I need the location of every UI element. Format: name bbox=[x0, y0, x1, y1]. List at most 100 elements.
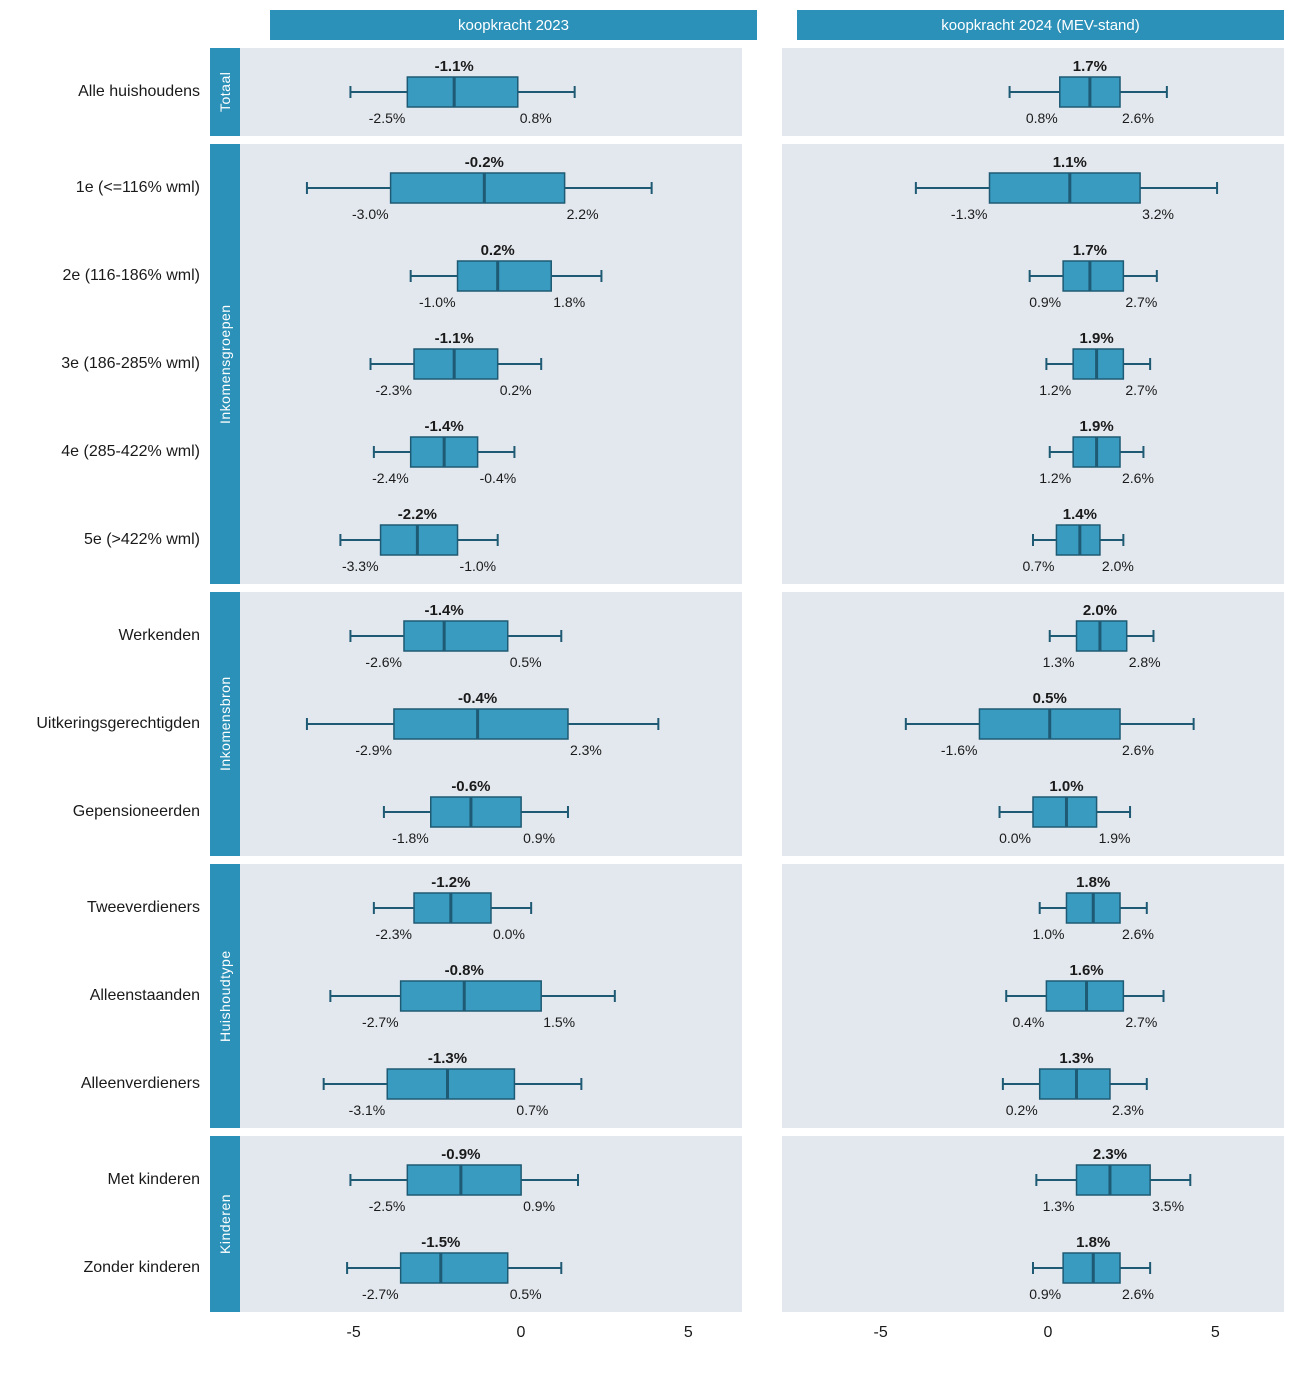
row-label: 3e (186-285% wml) bbox=[10, 320, 210, 408]
svg-text:2.7%: 2.7% bbox=[1125, 382, 1157, 398]
svg-text:1.9%: 1.9% bbox=[1079, 330, 1113, 347]
svg-text:1.0%: 1.0% bbox=[1033, 926, 1065, 942]
boxplot-row: 1.4%0.7%2.0% bbox=[782, 496, 1284, 584]
boxplot-row: -0.8% -2.7% 1.5% bbox=[240, 952, 742, 1040]
boxplot-row: -1.4% -2.4% -0.4% bbox=[240, 408, 742, 496]
svg-text:0.0%: 0.0% bbox=[999, 830, 1031, 846]
svg-text:1.6%: 1.6% bbox=[1069, 962, 1103, 979]
svg-text:0.7%: 0.7% bbox=[516, 1102, 548, 1118]
svg-text:2.0%: 2.0% bbox=[1102, 558, 1134, 574]
svg-text:2.6%: 2.6% bbox=[1122, 110, 1154, 126]
row-label: Zonder kinderen bbox=[10, 1224, 210, 1312]
x-axis: -505 -505 bbox=[10, 1320, 1284, 1350]
axis-tick: -5 bbox=[874, 1324, 888, 1342]
boxplot-row: 1.9% 1.2% 2.6% bbox=[782, 408, 1284, 496]
row-label: Gepensioneerden bbox=[10, 768, 210, 856]
row-label: 5e (>422% wml) bbox=[10, 496, 210, 584]
boxplot-row: 1.7%0.9%2.7% bbox=[782, 232, 1284, 320]
svg-text:-2.6%: -2.6% bbox=[365, 654, 402, 670]
group-3: TweeverdienersAlleenstaandenAlleenverdie… bbox=[10, 864, 1284, 1128]
svg-text:-0.4%: -0.4% bbox=[480, 470, 517, 486]
svg-text:0.9%: 0.9% bbox=[523, 1198, 555, 1214]
svg-text:-2.2%: -2.2% bbox=[398, 506, 437, 523]
row-label: Tweeverdieners bbox=[10, 864, 210, 952]
boxplot-row: 2.0%1.3%2.8% bbox=[782, 592, 1284, 680]
boxplot-row: 1.8% 0.9% 2.6% bbox=[782, 1224, 1284, 1312]
svg-text:0.5%: 0.5% bbox=[510, 654, 542, 670]
svg-text:-2.7%: -2.7% bbox=[362, 1014, 399, 1030]
svg-text:0.8%: 0.8% bbox=[520, 110, 552, 126]
svg-text:0.8%: 0.8% bbox=[1026, 110, 1058, 126]
svg-text:-2.9%: -2.9% bbox=[355, 742, 392, 758]
svg-text:0.2%: 0.2% bbox=[481, 242, 515, 259]
svg-text:1.8%: 1.8% bbox=[1076, 874, 1110, 891]
svg-text:-2.3%: -2.3% bbox=[375, 382, 412, 398]
svg-text:2.3%: 2.3% bbox=[570, 742, 602, 758]
boxplot-row: 0.2%-1.0%1.8% bbox=[240, 232, 742, 320]
panel-col-0: -0.2%-3.0%2.2%0.2%-1.0%1.8%-1.1%-2.3%0.2… bbox=[240, 144, 742, 584]
svg-text:0.9%: 0.9% bbox=[1029, 1286, 1061, 1302]
svg-text:1.2%: 1.2% bbox=[1039, 470, 1071, 486]
svg-text:3.2%: 3.2% bbox=[1142, 206, 1174, 222]
svg-text:-1.3%: -1.3% bbox=[951, 206, 988, 222]
axis-tick: 5 bbox=[684, 1324, 693, 1342]
boxplot-row: -0.4% -2.9% 2.3% bbox=[240, 680, 742, 768]
svg-text:2.8%: 2.8% bbox=[1129, 654, 1161, 670]
svg-text:-1.4%: -1.4% bbox=[425, 418, 464, 435]
svg-text:-2.5%: -2.5% bbox=[369, 1198, 406, 1214]
group-tab: Totaal bbox=[210, 48, 240, 136]
boxplot-row: -1.5%-2.7%0.5% bbox=[240, 1224, 742, 1312]
svg-text:1.5%: 1.5% bbox=[543, 1014, 575, 1030]
svg-text:0.9%: 0.9% bbox=[523, 830, 555, 846]
svg-text:0.9%: 0.9% bbox=[1029, 294, 1061, 310]
boxplot-row: -1.4%-2.6%0.5% bbox=[240, 592, 742, 680]
group-tab: Inkomensgroepen bbox=[210, 144, 240, 584]
svg-text:2.6%: 2.6% bbox=[1122, 926, 1154, 942]
svg-text:1.9%: 1.9% bbox=[1079, 418, 1113, 435]
svg-text:2.0%: 2.0% bbox=[1083, 602, 1117, 619]
svg-text:2.3%: 2.3% bbox=[1093, 1146, 1127, 1163]
row-label: 2e (116-186% wml) bbox=[10, 232, 210, 320]
group-tab: Huishoudtype bbox=[210, 864, 240, 1128]
svg-text:0.4%: 0.4% bbox=[1012, 1014, 1044, 1030]
svg-text:-3.0%: -3.0% bbox=[352, 206, 389, 222]
svg-text:1.3%: 1.3% bbox=[1059, 1050, 1093, 1067]
svg-text:-3.1%: -3.1% bbox=[349, 1102, 386, 1118]
panel-col-0: -1.4%-2.6%0.5%-0.4%-2.9%2.3%-0.6%-1.8%0.… bbox=[240, 592, 742, 856]
group-2: WerkendenUitkeringsgerechtigdenGepension… bbox=[10, 592, 1284, 856]
svg-text:-3.3%: -3.3% bbox=[342, 558, 379, 574]
boxplot-row: -1.3% -3.1% 0.7% bbox=[240, 1040, 742, 1128]
boxplot-row: 0.5%-1.6%2.6% bbox=[782, 680, 1284, 768]
svg-text:-0.8%: -0.8% bbox=[445, 962, 484, 979]
group-4: Met kinderenZonder kinderenKinderen-0.9%… bbox=[10, 1136, 1284, 1312]
boxplot-row: -1.2%-2.3%0.0% bbox=[240, 864, 742, 952]
svg-text:-2.3%: -2.3% bbox=[375, 926, 412, 942]
svg-text:1.7%: 1.7% bbox=[1073, 58, 1107, 75]
group-tab: Kinderen bbox=[210, 1136, 240, 1312]
svg-text:2.7%: 2.7% bbox=[1125, 294, 1157, 310]
svg-text:2.6%: 2.6% bbox=[1122, 470, 1154, 486]
svg-text:0.5%: 0.5% bbox=[510, 1286, 542, 1302]
panel-col-1: 2.0%1.3%2.8%0.5%-1.6%2.6%1.0%0.0%1.9% bbox=[782, 592, 1284, 856]
svg-text:-2.4%: -2.4% bbox=[372, 470, 409, 486]
svg-text:2.6%: 2.6% bbox=[1122, 1286, 1154, 1302]
svg-text:0.2%: 0.2% bbox=[1006, 1102, 1038, 1118]
header-col-0: koopkracht 2023 bbox=[270, 10, 757, 40]
svg-text:1.8%: 1.8% bbox=[1076, 1234, 1110, 1251]
row-label: Alleenstaanden bbox=[10, 952, 210, 1040]
panel-col-1: 1.8%1.0%2.6%1.6%0.4%2.7%1.3%0.2%2.3% bbox=[782, 864, 1284, 1128]
svg-text:-1.1%: -1.1% bbox=[435, 330, 474, 347]
svg-text:1.8%: 1.8% bbox=[553, 294, 585, 310]
svg-text:-1.3%: -1.3% bbox=[428, 1050, 467, 1067]
panel-col-1: 1.7% 0.8% 2.6% bbox=[782, 48, 1284, 136]
header-col-1: koopkracht 2024 (MEV-stand) bbox=[797, 10, 1284, 40]
svg-text:0.7%: 0.7% bbox=[1023, 558, 1055, 574]
panel-col-0: -1.2%-2.3%0.0% -0.8% -2.7% 1.5% -1.3% -3.1% 0.… bbox=[240, 864, 742, 1128]
svg-text:1.9%: 1.9% bbox=[1099, 830, 1131, 846]
svg-text:1.3%: 1.3% bbox=[1043, 1198, 1075, 1214]
boxplot-row: 2.3%1.3%3.5% bbox=[782, 1136, 1284, 1224]
svg-text:-2.5%: -2.5% bbox=[369, 110, 406, 126]
boxplot-row: 1.0%0.0%1.9% bbox=[782, 768, 1284, 856]
boxplot-row: 1.6%0.4%2.7% bbox=[782, 952, 1284, 1040]
svg-text:-0.4%: -0.4% bbox=[458, 690, 497, 707]
